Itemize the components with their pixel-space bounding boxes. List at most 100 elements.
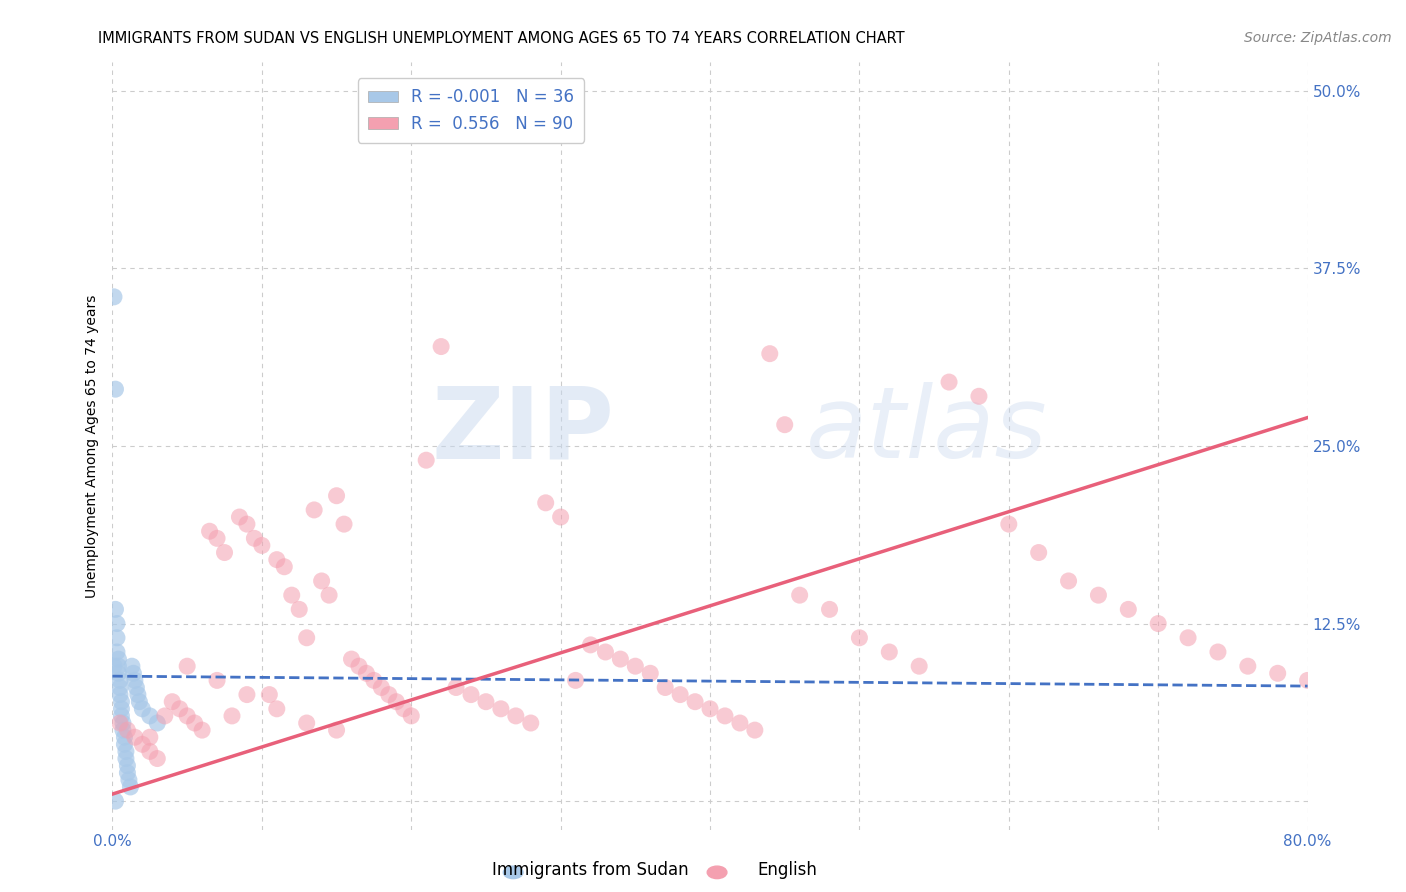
Point	[176, 709, 198, 723]
Point	[146, 751, 169, 765]
Point	[266, 552, 288, 566]
Point	[534, 496, 557, 510]
Point	[114, 730, 135, 744]
Point	[489, 702, 512, 716]
Point	[115, 751, 138, 765]
Point	[1177, 631, 1199, 645]
Point	[430, 340, 453, 354]
Point	[162, 695, 183, 709]
Point	[728, 716, 751, 731]
Point	[214, 545, 236, 559]
Point	[139, 730, 162, 744]
Text: IMMIGRANTS FROM SUDAN VS ENGLISH UNEMPLOYMENT AMONG AGES 65 TO 74 YEARS CORRELAT: IMMIGRANTS FROM SUDAN VS ENGLISH UNEMPLO…	[98, 31, 905, 46]
Point	[967, 389, 990, 403]
Point	[131, 702, 153, 716]
Point	[340, 652, 363, 666]
Point	[311, 574, 333, 588]
Point	[640, 666, 662, 681]
Point	[1028, 545, 1050, 559]
Point	[998, 517, 1021, 532]
Point	[1206, 645, 1229, 659]
Point	[236, 688, 259, 702]
Point	[105, 631, 128, 645]
Point	[107, 666, 129, 681]
Point	[460, 688, 482, 702]
Point	[104, 602, 127, 616]
Point	[333, 517, 356, 532]
Point	[318, 588, 340, 602]
Point	[103, 290, 125, 304]
Point	[146, 716, 169, 731]
Point	[325, 489, 347, 503]
Point	[117, 758, 139, 772]
Point	[176, 659, 198, 673]
Point	[302, 503, 325, 517]
Point	[131, 737, 153, 751]
Point	[579, 638, 602, 652]
Point	[105, 616, 128, 631]
Point	[848, 631, 870, 645]
Point	[789, 588, 811, 602]
Point	[444, 681, 467, 695]
Point	[1267, 666, 1289, 681]
Point	[259, 688, 281, 702]
Point	[108, 716, 131, 731]
Point	[107, 659, 129, 673]
Point	[111, 723, 134, 738]
Point	[139, 744, 162, 758]
Point	[325, 723, 347, 738]
Point	[236, 517, 259, 532]
Point	[205, 532, 228, 546]
Legend: R = -0.001   N = 36, R =  0.556   N = 90: R = -0.001 N = 36, R = 0.556 N = 90	[359, 78, 583, 143]
Point	[699, 702, 721, 716]
Point	[938, 375, 960, 389]
Point	[1118, 602, 1140, 616]
Point	[221, 709, 243, 723]
Point	[564, 673, 586, 688]
Point	[107, 652, 129, 666]
Point	[198, 524, 221, 539]
Point	[654, 681, 676, 695]
Point	[127, 688, 149, 702]
Point	[108, 673, 131, 688]
Point	[1237, 659, 1260, 673]
Text: English: English	[758, 861, 817, 879]
Point	[139, 709, 162, 723]
Point	[114, 737, 135, 751]
Point	[759, 346, 782, 360]
Text: atlas: atlas	[806, 382, 1047, 479]
Point	[124, 730, 146, 744]
Point	[104, 382, 127, 396]
Point	[273, 559, 295, 574]
Point	[392, 702, 415, 716]
Point	[714, 709, 737, 723]
Point	[250, 538, 273, 552]
Point	[744, 723, 766, 738]
Point	[669, 688, 692, 702]
Point	[124, 673, 146, 688]
Point	[550, 510, 572, 524]
Point	[401, 709, 423, 723]
Point	[183, 716, 205, 731]
Y-axis label: Unemployment Among Ages 65 to 74 years: Unemployment Among Ages 65 to 74 years	[84, 294, 98, 598]
Point	[370, 681, 392, 695]
Point	[281, 588, 304, 602]
Text: ZIP: ZIP	[432, 382, 614, 479]
Point	[153, 709, 176, 723]
Point	[120, 780, 142, 794]
Point	[363, 673, 385, 688]
Point	[288, 602, 311, 616]
Point	[773, 417, 796, 432]
Point	[609, 652, 631, 666]
Point	[121, 659, 143, 673]
Point	[115, 744, 138, 758]
Point	[520, 716, 543, 731]
Point	[110, 709, 132, 723]
Point	[505, 709, 527, 723]
Point	[228, 510, 250, 524]
Point	[683, 695, 706, 709]
Point	[105, 645, 128, 659]
Point	[356, 666, 378, 681]
Point	[128, 695, 150, 709]
Point	[908, 659, 931, 673]
